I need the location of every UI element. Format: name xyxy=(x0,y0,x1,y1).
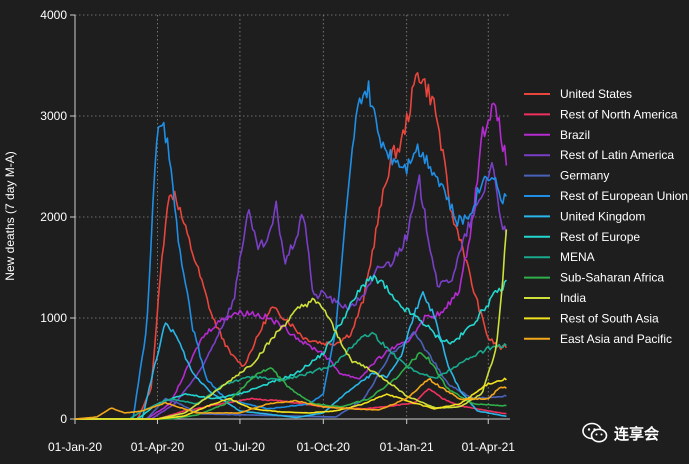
series-lines xyxy=(74,72,508,420)
legend-label: United States xyxy=(560,87,632,101)
legend-label: MENA xyxy=(560,250,595,264)
legend-label: East Asia and Pacific xyxy=(560,332,672,346)
watermark-text: 连享会 xyxy=(614,425,660,443)
legend: United States Rest of North America Brazil… xyxy=(524,87,688,346)
x-tick-label: 01-Jul-20 xyxy=(215,440,265,454)
y-tick-label: 2000 xyxy=(40,210,67,224)
x-tick-label: 01-Jan-21 xyxy=(380,440,434,454)
series-line-rest-of-european-union xyxy=(75,80,508,420)
legend-label: Rest of European Union xyxy=(560,189,688,203)
wechat-icon xyxy=(582,422,608,444)
y-axis-label: New deaths (7 day M-A) xyxy=(3,151,17,280)
series-line-rest-of-europe xyxy=(75,274,507,420)
legend-label: United Kingdom xyxy=(560,209,645,223)
y-tick-label: 1000 xyxy=(40,311,67,325)
series-line-rest-of-latin-america xyxy=(75,161,508,420)
legend-label: Rest of Europe xyxy=(560,230,640,244)
legend-label: Sub-Saharan Africa xyxy=(560,271,664,285)
watermark: 连享会 xyxy=(582,422,659,444)
x-tick-label: 01-Jan-20 xyxy=(48,440,102,454)
legend-label: Rest of North America xyxy=(560,107,678,121)
series-line-east-asia-and-pacific xyxy=(74,377,507,420)
series-line-sub-saharan-africa xyxy=(75,351,507,420)
grid xyxy=(75,14,510,419)
x-tick-label: 01-Oct-20 xyxy=(297,440,351,454)
legend-label: Brazil xyxy=(560,128,590,142)
axes: 0 1000 2000 3000 4000 01-Jan-20 01-Apr-20 01-Ju… xyxy=(40,8,515,454)
x-tick-label: 01-Apr-20 xyxy=(131,440,185,454)
series-line-united-kingdom xyxy=(75,291,507,420)
series-line-india xyxy=(75,229,508,420)
legend-label: India xyxy=(560,291,586,305)
series-line-rest-of-south-asia xyxy=(75,377,507,420)
x-tick-label: 01-Apr-21 xyxy=(462,440,516,454)
legend-label: Rest of South Asia xyxy=(560,311,659,325)
legend-label: Germany xyxy=(560,169,609,183)
y-tick-label: 4000 xyxy=(40,8,67,22)
y-tick-label: 0 xyxy=(60,412,67,426)
y-tick-label: 3000 xyxy=(40,109,67,123)
legend-label: Rest of Latin America xyxy=(560,148,674,162)
